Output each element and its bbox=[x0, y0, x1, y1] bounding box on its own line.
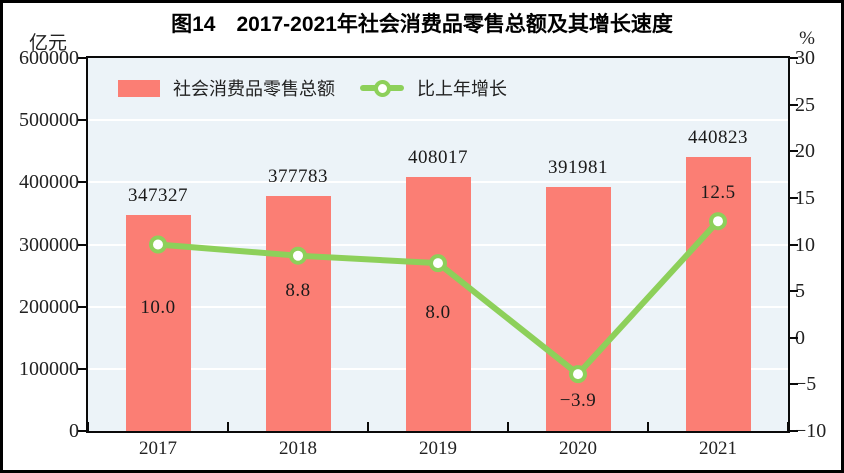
left-axis-tick-label: 500000 bbox=[19, 109, 79, 132]
x-axis-tick bbox=[787, 422, 789, 431]
growth-value-label: 8.8 bbox=[285, 279, 311, 301]
legend-line-swatch bbox=[360, 79, 404, 97]
legend-marker-icon bbox=[374, 80, 391, 97]
left-axis-tick bbox=[78, 305, 87, 308]
x-axis-label: 2018 bbox=[279, 438, 317, 459]
x-axis-tick bbox=[647, 422, 649, 431]
x-axis-tick bbox=[367, 422, 369, 431]
right-axis-tick-label: −5 bbox=[795, 373, 817, 396]
left-axis-tick-label: 300000 bbox=[19, 233, 79, 256]
right-axis-tick-label: 30 bbox=[795, 47, 815, 69]
right-axis-tick bbox=[789, 57, 798, 59]
legend-bar-label: 社会消费品零售总额 bbox=[173, 79, 335, 99]
growth-marker bbox=[569, 365, 587, 384]
bar-value-label: 377783 bbox=[268, 166, 328, 188]
left-axis-tick bbox=[78, 243, 87, 246]
left-axis-tick-label: 0 bbox=[69, 420, 79, 442]
legend-line-label: 比上年增长 bbox=[417, 79, 507, 99]
right-axis-tick-label: 15 bbox=[795, 186, 815, 209]
growth-value-label: −3.9 bbox=[559, 390, 597, 412]
right-axis-tick bbox=[789, 103, 798, 106]
right-axis-tick-label: 20 bbox=[795, 140, 815, 163]
bar-value-label: 440823 bbox=[688, 126, 748, 148]
growth-marker bbox=[149, 235, 167, 254]
left-axis-tick bbox=[78, 430, 87, 432]
growth-value-label: 12.5 bbox=[700, 182, 736, 204]
x-axis-label: 2017 bbox=[139, 438, 177, 459]
bar-value-label: 347327 bbox=[128, 185, 188, 207]
growth-marker bbox=[429, 254, 447, 273]
right-axis-tick bbox=[789, 383, 798, 386]
bar-value-label: 391981 bbox=[548, 157, 608, 179]
left-axis-tick-label: 100000 bbox=[19, 357, 79, 380]
right-axis-tick bbox=[789, 196, 798, 199]
left-axis-tick bbox=[78, 119, 87, 122]
growth-marker bbox=[709, 212, 727, 231]
x-axis-tick bbox=[87, 422, 89, 431]
right-axis-tick bbox=[789, 430, 798, 432]
left-axis-tick-label: 200000 bbox=[19, 295, 79, 318]
left-axis-tick bbox=[78, 367, 87, 370]
right-axis-tick bbox=[789, 290, 798, 293]
right-axis-tick-label: −10 bbox=[795, 420, 827, 442]
plot-area: 社会消费品零售总额 比上年增长 347327 377783 408017 391981… bbox=[86, 56, 790, 433]
x-axis-label: 2020 bbox=[559, 438, 597, 459]
chart-title: 图14 2017-2021年社会消费品零售总额及其增长速度 bbox=[171, 13, 673, 36]
growth-value-label: 10.0 bbox=[140, 296, 176, 318]
bar bbox=[265, 196, 331, 431]
bar bbox=[405, 177, 471, 431]
left-axis-tick-label: 600000 bbox=[19, 47, 79, 69]
left-axis-unit-label: 亿元 bbox=[29, 33, 68, 54]
left-axis-tick bbox=[78, 181, 87, 184]
right-axis-tick-label: 0 bbox=[795, 326, 805, 349]
right-axis-tick-label: 5 bbox=[795, 280, 805, 303]
bar bbox=[545, 187, 611, 431]
right-axis-unit-label: % bbox=[799, 28, 815, 49]
bar bbox=[685, 156, 751, 431]
legend: 社会消费品零售总额 比上年增长 bbox=[118, 75, 507, 101]
bar-value-label: 408017 bbox=[408, 147, 468, 169]
growth-marker bbox=[289, 246, 307, 265]
growth-value-label: 8.0 bbox=[425, 302, 451, 324]
x-axis-label: 2019 bbox=[419, 438, 457, 459]
gridline bbox=[88, 119, 788, 122]
legend-bar-swatch bbox=[118, 79, 160, 97]
right-axis-tick bbox=[789, 243, 798, 246]
x-axis-tick bbox=[227, 422, 229, 431]
x-axis-tick bbox=[507, 422, 509, 431]
right-axis-tick-label: 25 bbox=[795, 93, 815, 116]
left-axis-tick bbox=[78, 57, 87, 59]
growth-line-layer bbox=[149, 212, 727, 384]
x-axis-label: 2021 bbox=[699, 438, 737, 459]
right-axis-tick-label: 10 bbox=[795, 233, 815, 256]
right-axis-tick bbox=[789, 336, 798, 339]
left-axis-tick-label: 400000 bbox=[19, 171, 79, 194]
right-axis-tick bbox=[789, 150, 798, 153]
